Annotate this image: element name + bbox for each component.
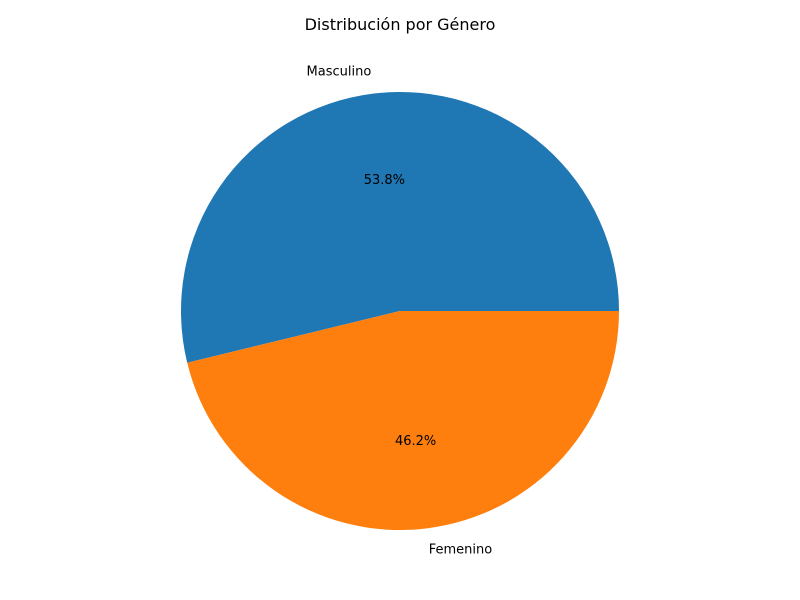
pie-slices bbox=[181, 92, 620, 530]
slice-percent-femenino: 46.2% bbox=[395, 434, 436, 449]
slice-label-masculino: Masculino bbox=[307, 64, 372, 79]
pie-slice-femenino bbox=[187, 311, 619, 530]
slice-percent-masculino: 53.8% bbox=[364, 173, 405, 188]
chart-title: Distribución por Género bbox=[305, 15, 496, 34]
pie-labels: Masculino 53.8% Femenino 46.2% bbox=[307, 64, 493, 557]
pie-slice-masculino bbox=[181, 92, 620, 363]
slice-label-femenino: Femenino bbox=[429, 543, 493, 558]
